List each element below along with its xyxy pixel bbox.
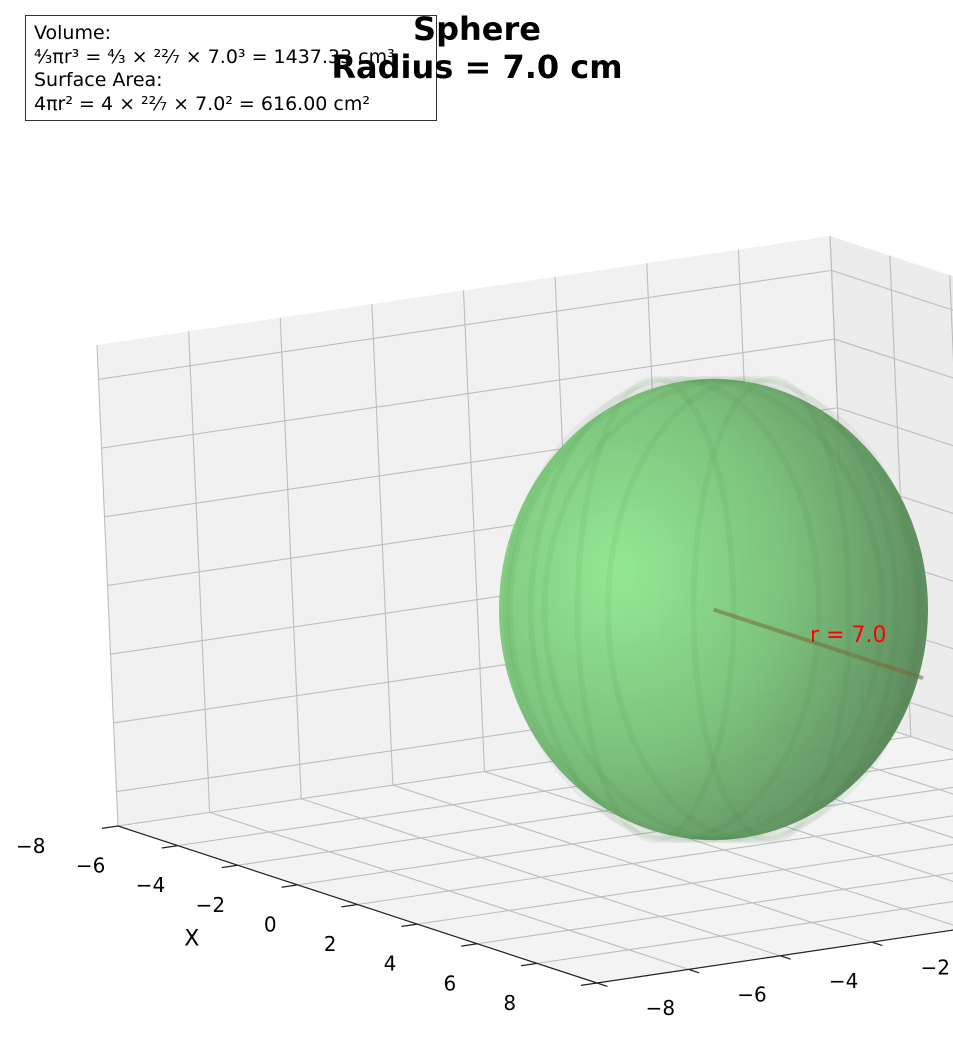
x-tick-label: 4 (384, 952, 397, 976)
volume-label: Volume: (34, 22, 112, 44)
x-tick (281, 884, 298, 888)
y-tick (596, 982, 608, 988)
sphere-meridian (605, 375, 900, 844)
y-tick-label: −8 (646, 996, 675, 1020)
radius-label: r = 7.0 (810, 623, 886, 648)
grid-line-y-floor (301, 798, 781, 957)
x-tick-label: 0 (264, 912, 277, 936)
x-tick (580, 982, 598, 986)
y-tick-label: −4 (829, 969, 858, 993)
chart-title: Sphere Radius = 7.0 cm (277, 10, 677, 86)
x-tick-label: −6 (76, 854, 105, 878)
x-axis-label: X (184, 927, 199, 952)
y-tick-label: −6 (737, 983, 766, 1007)
x-tick-label: 8 (503, 991, 516, 1015)
grid-line-z-side (98, 269, 832, 380)
x-tick (101, 825, 119, 829)
chart-title-line1: Sphere (413, 10, 541, 48)
grid-line-z-back (837, 407, 953, 447)
x-tick (521, 962, 538, 967)
grid-line-z-back (834, 338, 953, 379)
surface-area-formula: 4πr² = 4 × ²²⁄₇ × 7.0² = 616.00 cm² (34, 92, 370, 115)
x-tick (401, 923, 418, 928)
sphere-meridian (541, 375, 925, 844)
y-tick-label: −2 (921, 955, 950, 979)
x-tick (341, 903, 358, 908)
chart-title-line2: Radius = 7.0 cm (331, 48, 623, 86)
grid-line-y-floor (484, 770, 953, 926)
radius-line (712, 607, 924, 681)
x-tick-label: −2 (196, 893, 225, 917)
grid-line-y-floor (850, 716, 953, 752)
grid-line-z-back (840, 475, 953, 514)
y-axis-line (596, 929, 953, 984)
sphere-meridian (502, 375, 886, 844)
grid-line-z-back (831, 269, 953, 311)
volume-formula: ⁴⁄₃πr³ = ⁴⁄₃ × ²²⁄₇ × 7.0³ = 1437.33 cm³ (34, 45, 395, 68)
grid-line-z-back (846, 613, 953, 650)
surface-area-label: Surface Area: (34, 69, 163, 91)
sphere-meridian (506, 375, 921, 844)
sphere-meridian (574, 375, 737, 844)
y-tick (688, 968, 700, 974)
grid-line-y-floor (209, 811, 689, 970)
x-tick-label: 6 (443, 971, 456, 995)
sphere-meridian (690, 375, 853, 844)
grid-line-y-floor (392, 784, 873, 943)
x-tick (461, 943, 478, 947)
x-tick-label: −8 (16, 834, 45, 858)
x-tick-label: 2 (324, 932, 337, 956)
y-tick (871, 941, 883, 947)
sphere-surface: r = 7.0 (498, 375, 929, 844)
formula-info-box: Volume: ⁴⁄₃πr³ = ⁴⁄₃ × ²²⁄₇ × 7.0³ = 143… (25, 15, 437, 121)
grid-line-z-back (849, 682, 953, 718)
sphere-meridian (527, 375, 822, 844)
x-tick-label: −4 (136, 873, 165, 897)
x-tick (161, 845, 178, 849)
x-tick (221, 864, 238, 869)
y-tick (780, 955, 791, 960)
grid-line-z-side (101, 338, 835, 449)
